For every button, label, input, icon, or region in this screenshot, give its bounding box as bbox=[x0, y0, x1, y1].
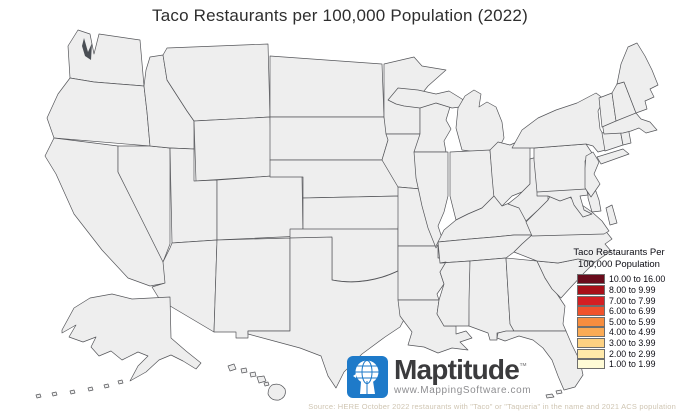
map-title: Taco Restaurants per 100,000 Population … bbox=[152, 6, 528, 25]
legend-label: 10.00 to 16.00 bbox=[609, 274, 666, 285]
state-new-mexico bbox=[213, 237, 291, 339]
state-pennsylvania bbox=[533, 143, 593, 193]
state-south-dakota bbox=[269, 116, 389, 161]
long-island bbox=[596, 148, 630, 165]
map-legend: Taco Restaurants Per 100,000 Population … bbox=[560, 247, 678, 370]
legend-swatch bbox=[577, 306, 605, 317]
state-alaska bbox=[61, 293, 202, 382]
legend-item: 10.00 to 16.00 bbox=[577, 274, 678, 285]
legend-swatch bbox=[577, 285, 605, 296]
state-oregon bbox=[46, 77, 151, 147]
legend-item: 5.00 to 5.99 bbox=[577, 316, 678, 328]
state-florida bbox=[496, 330, 584, 391]
florida-keys-2 bbox=[555, 389, 563, 395]
legend-title-line1: Taco Restaurants Per bbox=[573, 247, 665, 258]
source-note: Source: HERE October 2022 restaurants wi… bbox=[308, 402, 676, 411]
legend-label: 4.00 to 4.99 bbox=[609, 327, 656, 338]
state-hawaii bbox=[227, 363, 286, 401]
legend-label: 2.00 to 2.99 bbox=[609, 348, 656, 359]
trademark-symbol: ™ bbox=[519, 361, 527, 371]
legend-item: 6.00 to 6.99 bbox=[577, 306, 678, 317]
state-washington bbox=[67, 29, 145, 87]
legend-label: 7.00 to 7.99 bbox=[609, 295, 656, 306]
legend-swatch bbox=[577, 359, 605, 370]
aleutian-islands bbox=[35, 379, 124, 399]
legend-item: 1.00 to 1.99 bbox=[577, 359, 678, 370]
legend-swatch bbox=[577, 348, 605, 359]
state-kansas bbox=[302, 195, 402, 233]
state-new-york bbox=[511, 92, 614, 153]
puget-sound-water bbox=[82, 38, 92, 60]
virginia-eastern-shore bbox=[605, 204, 618, 226]
brand-website: www.MappingSoftware.com bbox=[394, 385, 532, 396]
state-colorado bbox=[216, 175, 304, 241]
legend-swatch bbox=[577, 295, 605, 306]
legend-label: 8.00 to 9.99 bbox=[609, 285, 656, 296]
brand-name: Maptitude bbox=[394, 354, 520, 385]
legend-swatch bbox=[577, 338, 605, 349]
legend-item: 7.00 to 7.99 bbox=[577, 295, 678, 306]
state-maine bbox=[616, 42, 659, 114]
maptitude-globe-icon bbox=[347, 356, 388, 398]
legend-item: 2.00 to 2.99 bbox=[577, 348, 678, 359]
legend-swatch bbox=[577, 327, 605, 338]
legend-label: 6.00 to 6.99 bbox=[609, 306, 656, 317]
legend-label: 1.00 to 1.99 bbox=[609, 359, 656, 370]
state-michigan-upper bbox=[387, 87, 469, 109]
legend-item: 3.00 to 3.99 bbox=[577, 338, 678, 349]
state-mississippi bbox=[436, 260, 471, 327]
legend-swatch bbox=[577, 316, 605, 327]
state-wyoming bbox=[193, 116, 273, 182]
legend-label: 3.00 to 3.99 bbox=[609, 338, 656, 349]
legend-swatch bbox=[577, 274, 605, 285]
legend-item: 4.00 to 4.99 bbox=[577, 327, 678, 338]
legend-rows: 10.00 to 16.00 8.00 to 9.99 7.00 to 7.99… bbox=[560, 274, 678, 370]
state-massachusetts bbox=[601, 112, 658, 135]
state-north-carolina bbox=[513, 228, 613, 264]
maptitude-logo: Maptitude™ www.MappingSoftware.com bbox=[347, 356, 531, 398]
state-michigan-lower bbox=[455, 89, 505, 153]
legend-title-line2: 100,000 Population bbox=[578, 258, 660, 270]
state-new-jersey bbox=[584, 151, 601, 198]
legend-label: 5.00 to 5.99 bbox=[609, 316, 656, 327]
state-north-dakota bbox=[269, 55, 385, 118]
florida-keys bbox=[545, 393, 555, 399]
legend-item: 8.00 to 9.99 bbox=[577, 285, 678, 296]
